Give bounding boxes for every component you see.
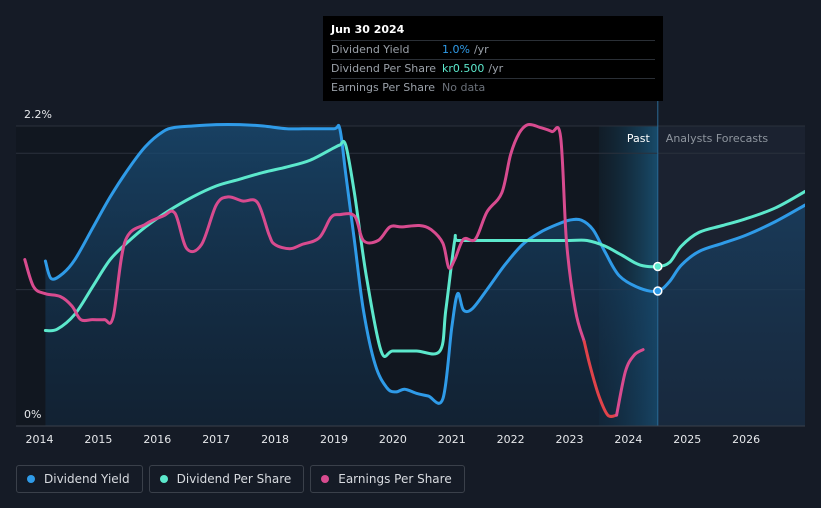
- x-tick-label: 2019: [320, 433, 348, 446]
- tooltip-row-earnings-per-share: Earnings Per Share No data: [331, 79, 655, 97]
- x-tick-label: 2017: [202, 433, 230, 446]
- legend-label: Dividend Per Share: [176, 472, 292, 486]
- earnings-per-share-line: [23, 122, 586, 343]
- analysts-forecasts-label: Analysts Forecasts: [666, 132, 769, 145]
- legend-label: Earnings Per Share: [338, 472, 452, 486]
- earnings-per-share-recovery-line: [615, 348, 645, 417]
- legend-dot-icon: [321, 475, 330, 483]
- legend-label: Dividend Yield: [44, 472, 130, 486]
- tooltip-label: Earnings Per Share: [331, 81, 436, 94]
- tooltip-unit: /yr: [473, 43, 489, 56]
- tooltip-label: Dividend Yield: [331, 43, 410, 56]
- x-tick-label: 2022: [497, 433, 525, 446]
- x-tick-label: 2015: [84, 433, 112, 446]
- tooltip-date: Jun 30 2024: [331, 20, 655, 41]
- x-tick-label: 2016: [143, 433, 171, 446]
- legend-item-dividend-per-share[interactable]: Dividend Per Share: [148, 465, 305, 493]
- x-tick-label: 2026: [732, 433, 760, 446]
- dividend-per-share-point: [653, 261, 663, 272]
- legend-item-earnings-per-share[interactable]: Earnings Per Share: [310, 465, 465, 493]
- dividend-yield-line: [43, 122, 805, 405]
- x-tick-label: 2024: [614, 433, 642, 446]
- x-tick-label: 2020: [379, 433, 407, 446]
- tooltip-unit: /yr: [488, 62, 504, 75]
- tooltip-value: No data: [442, 81, 486, 94]
- tooltip-label: Dividend Per Share: [331, 62, 437, 75]
- earnings-per-share-decline-line: [582, 340, 619, 419]
- x-tick-label: 2021: [438, 433, 466, 446]
- y-tick-label: 2.2%: [24, 108, 52, 121]
- tooltip-row-dividend-per-share: Dividend Per Share kr0.500 /yr: [331, 60, 655, 79]
- tooltip-value: kr0.500: [442, 62, 485, 75]
- legend-dot-icon: [27, 475, 35, 483]
- x-tick-label: 2025: [673, 433, 701, 446]
- x-tick-label: 2014: [26, 433, 54, 446]
- tooltip: Jun 30 2024 Dividend Yield 1.0% /yr Divi…: [323, 16, 663, 101]
- tooltip-value: 1.0%: [442, 43, 470, 56]
- y-tick-label: 0%: [24, 408, 41, 421]
- x-tick-label: 2018: [261, 433, 289, 446]
- past-label: Past: [627, 132, 651, 145]
- legend-item-dividend-yield[interactable]: Dividend Yield: [16, 465, 143, 493]
- dividend-yield-point: [653, 286, 663, 296]
- legend-dot-icon: [159, 475, 168, 483]
- legend: Dividend Yield Dividend Per Share Earnin…: [16, 465, 465, 493]
- tooltip-row-dividend-yield: Dividend Yield 1.0% /yr: [331, 41, 655, 60]
- x-tick-label: 2023: [555, 433, 583, 446]
